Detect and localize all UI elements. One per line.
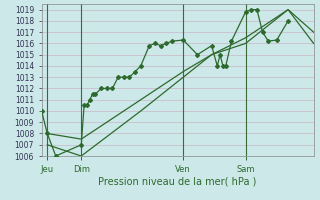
X-axis label: Pression niveau de la mer( hPa ): Pression niveau de la mer( hPa ) bbox=[99, 177, 257, 187]
